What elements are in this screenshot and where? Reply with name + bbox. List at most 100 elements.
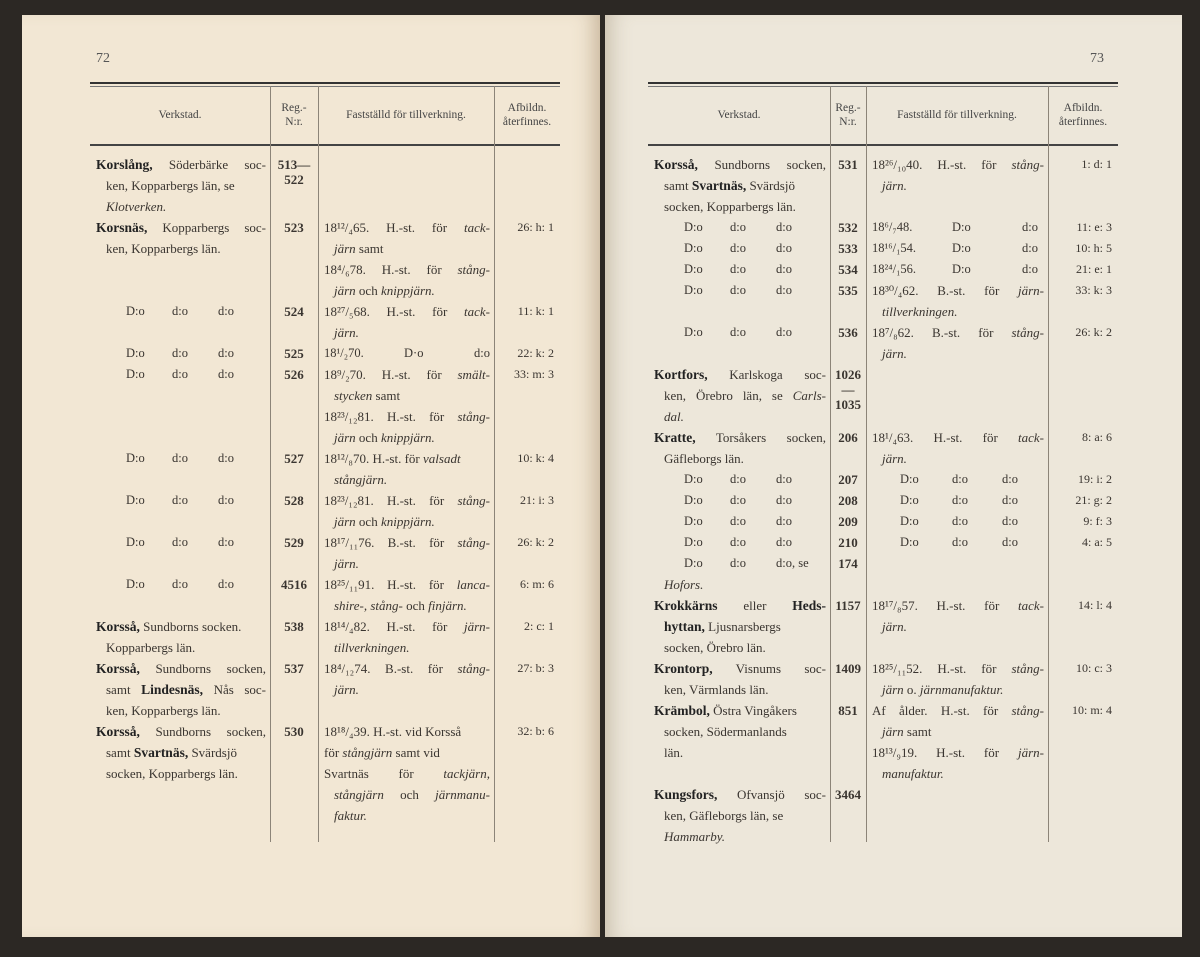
reg-nr-cell: 535	[830, 280, 866, 322]
text-line: 18⁴/₆78. H.-st. för stång-	[324, 259, 490, 280]
reg-nr-cell: 525	[270, 343, 318, 364]
column-divider	[830, 86, 831, 842]
ditto-line: D:o d:o d:o	[96, 532, 266, 553]
italic-text: järn.	[882, 178, 907, 193]
afbildn-cell: 11: e: 3	[1076, 220, 1112, 234]
text: 18¹⁴/₄82. H.-st. för	[324, 619, 464, 634]
ditto-word: D:o	[684, 556, 703, 570]
ditto-word: d:o	[172, 451, 188, 465]
ditto-word: 18²⁴/₁56.	[872, 262, 917, 276]
text-line: Krontorp, Visnums soc-	[654, 658, 826, 679]
table-row: D:o d:o d:o 536 18⁷/₈62. B.-st. för stång-jä…	[648, 322, 1118, 364]
ditto-word: D:o	[684, 220, 703, 234]
text-line: järn och knippjärn.	[324, 280, 490, 301]
table-row: D:o d:o d:o 528 18²³/₁₂81. H.-st. för stång-…	[90, 490, 560, 532]
text-line: järn.	[872, 175, 1044, 196]
ditto-word: d:o	[1022, 262, 1038, 276]
ditto-line: D:o d:o d:o	[654, 532, 826, 553]
faststalld-cell: D:o d:o d:o	[866, 469, 1048, 490]
table-row: D:o d:o d:o 525 18¹/₂70. D·o d:o 22: k: 2	[90, 343, 560, 364]
text-line: 18¹⁸/₄39. H.-st. vid Korsså	[324, 721, 490, 742]
ditto-line: D:o d:o d:o	[654, 238, 826, 259]
table-row: D:o d:o d:o 4516 18²⁵/₁₁91. H.-st. för lanca…	[90, 574, 560, 616]
italic-text: Klotverken.	[106, 199, 167, 214]
ditto-word: d:o	[730, 283, 746, 297]
table-row: Kratte, Torsåkers socken, Gäfleborgs län.…	[648, 427, 1118, 469]
text: 18⁴/₆78. H.-st. för	[324, 262, 458, 277]
text-line: 18²⁵/₁₁52. H.-st. för stång-	[872, 658, 1044, 679]
ditto-word: d:o	[776, 514, 792, 528]
page-number: 72	[96, 51, 110, 66]
faststalld-cell: 18¹⁷/₈57. H.-st. för tack-järn.	[866, 595, 1048, 658]
afbildn-cell: 4: a: 5	[1082, 535, 1112, 549]
text-line: Korsså, Sundborns socken.	[96, 616, 266, 637]
afbildn-cell: 21: i: 3	[519, 493, 554, 507]
text-line: järn.	[324, 322, 490, 343]
faststalld-cell: 18²⁶/₁₀40. H.-st. för stång-järn.	[866, 154, 1048, 217]
afbildn-cell: 1: d: 1	[1081, 157, 1112, 171]
text-line: Svartnäs för tackjärn,	[324, 763, 490, 784]
ditto-word: d:o	[952, 472, 968, 486]
ditto-word: d:o	[172, 535, 188, 549]
afbildn-cell: 21: e: 1	[1076, 262, 1112, 276]
text: samt	[106, 682, 142, 697]
table-row: D:o d:o d:o 533 18¹⁶/₁54. D:o d:o 10: h: 5	[648, 238, 1118, 259]
text-line: stångjärn.	[324, 469, 490, 490]
text: 18¹⁷/₈57. H.-st. för	[872, 598, 1019, 613]
place-name: Heds-	[792, 598, 826, 613]
text-line: socken, Örebro län.	[654, 637, 826, 658]
ditto-word: D:o	[684, 493, 703, 507]
reg-number: 522	[284, 172, 304, 187]
ditto-line: D:o d:o d:o	[654, 322, 826, 343]
faststalld-cell: D:o d:o d:o	[866, 490, 1048, 511]
text-line: ken, Kopparbergs län.	[96, 700, 266, 721]
italic-text: järn	[334, 514, 356, 529]
italic-text: stång-	[1011, 661, 1045, 676]
text: eller	[717, 598, 793, 613]
verkstad-cell: Korslång, Söderbärke soc-ken, Kopparberg…	[90, 154, 270, 217]
ditto-line: D:o d:o d:o	[96, 364, 266, 385]
verkstad-cell: D:o d:o d:o	[90, 364, 270, 448]
faststalld-cell: 18¹⁴/₄82. H.-st. för järn-tillverkningen…	[318, 616, 494, 658]
italic-text: järn	[334, 241, 356, 256]
faststalld-cell	[866, 364, 1048, 427]
ditto-line: D:o d:o d:o	[654, 259, 826, 280]
reg-number: 1157	[835, 598, 861, 613]
text-line: för stångjärn samt vid	[324, 742, 490, 763]
faststalld-cell: Af ålder. H.-st. för stång-järn samt 18¹³…	[866, 700, 1048, 784]
text-line: Korsnäs, Kopparbergs soc-	[96, 217, 266, 238]
text: 18¹²/₈70. H.-st. för	[324, 451, 423, 466]
ironworks-table: Verkstad. Reg.- N:r. Fastställd för tillve…	[90, 82, 560, 842]
verkstad-cell: D:o d:o d:o	[90, 532, 270, 574]
faststalld-cell: 18¹⁸/₄39. H.-st. vid Korsså för stångjärn…	[318, 721, 494, 826]
ditto-word: d:o	[776, 325, 792, 339]
header-faststalld: Fastställd för tillverkning.	[346, 109, 466, 121]
italic-text: Carls-	[792, 388, 826, 403]
table-row: Korsnäs, Kopparbergs soc-ken, Kopparberg…	[90, 217, 560, 301]
text-line: 18⁹/₂70. H.-st. för smält-	[324, 364, 490, 385]
verkstad-cell: D:o d:o d:o	[90, 301, 270, 343]
text: samt	[903, 724, 932, 739]
reg-nr-cell: 533	[830, 238, 866, 259]
ditto-word: D:o	[684, 262, 703, 276]
verkstad-cell: D:o d:o d:o	[648, 259, 830, 280]
table-row: D:o d:o d:o 209 D:o d:o d:o 9: f: 3	[648, 511, 1118, 532]
reg-number: 3464	[835, 787, 861, 802]
reg-number: 528	[284, 493, 304, 508]
text: Visnums soc-	[735, 661, 827, 676]
page-number: 73	[1090, 51, 1104, 66]
text-line: stycken samt	[324, 385, 490, 406]
header-faststalld: Fastställd för tillverkning.	[897, 109, 1017, 121]
reg-number: 851	[838, 703, 858, 718]
reg-number: 1026—	[835, 367, 861, 397]
verkstad-cell: D:o d:o d:o, se Hofors.	[648, 553, 830, 595]
italic-text: valsadt	[423, 451, 461, 466]
verkstad-cell: Krontorp, Visnums soc-ken, Värmlands län…	[648, 658, 830, 700]
italic-text: järn.	[334, 682, 359, 697]
text: Ofvansjö soc-	[737, 787, 826, 802]
reg-nr-cell: 3464	[830, 784, 866, 847]
text: 18¹²/₄65. H.-st. för	[324, 220, 465, 235]
text-line: 18¹⁴/₄82. H.-st. för järn-	[324, 616, 490, 637]
italic-text: tack-	[1018, 430, 1044, 445]
reg-number: 525	[284, 346, 304, 361]
